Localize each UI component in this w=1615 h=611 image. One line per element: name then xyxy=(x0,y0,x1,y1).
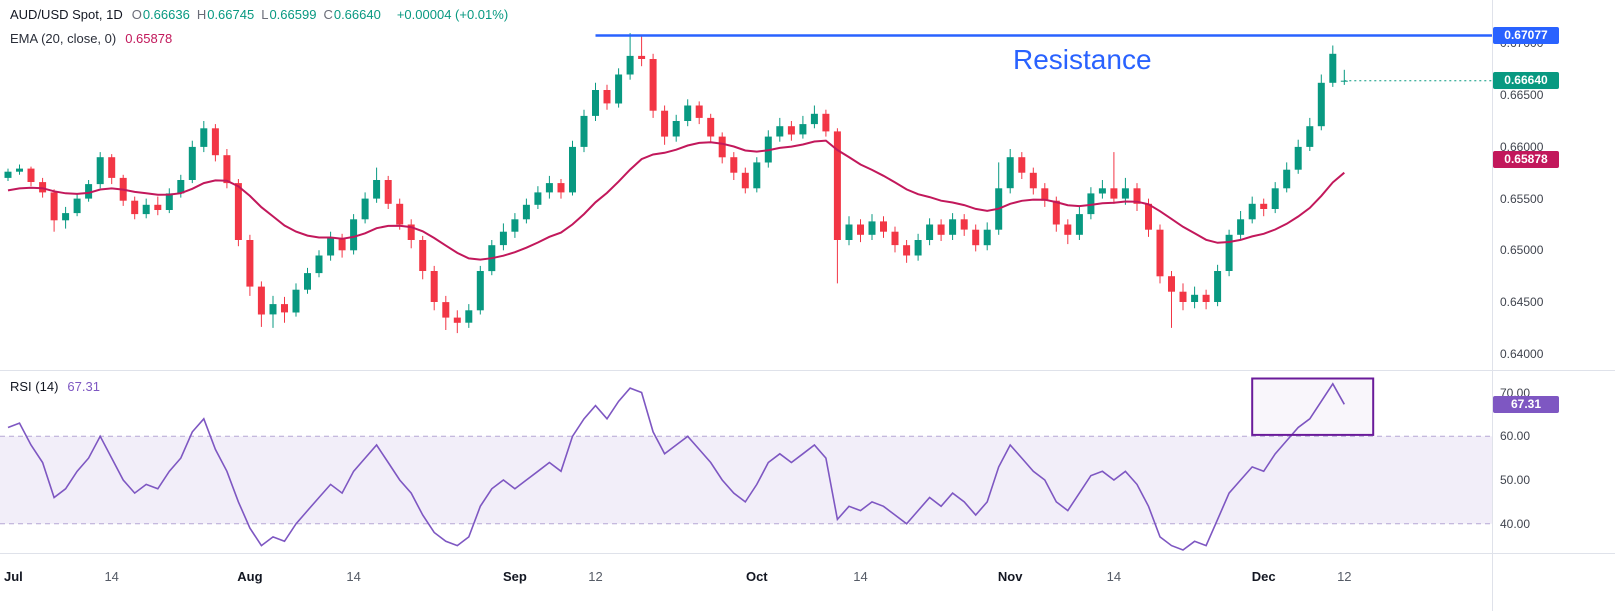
ohlc-letter: C xyxy=(323,7,333,22)
time-axis-label: Aug xyxy=(237,569,263,584)
time-axis-label: 12 xyxy=(588,569,603,584)
time-axis-label: Jul xyxy=(4,569,23,584)
ema-value: 0.65878 xyxy=(125,31,173,46)
time-axis-label: Sep xyxy=(502,569,527,584)
ema-line[interactable] xyxy=(7,139,1345,261)
ohlc-number: 0.66640 xyxy=(333,7,381,22)
ohlc-letter: O xyxy=(131,7,142,22)
ohlc-values: O0.66636 H0.66745 L0.66599 C0.66640 xyxy=(132,7,388,22)
time-axis[interactable]: Jul 14 Aug 14 Sep 12 Oct 14 Nov 14 Dec 12 xyxy=(0,553,1492,611)
price-axis-label: 0.64000 xyxy=(1500,346,1544,361)
last-price-badge: 0.66640 xyxy=(1493,72,1559,90)
time-axis-label: Nov xyxy=(997,569,1023,584)
ohlc-number: 0.66745 xyxy=(207,7,255,22)
ohlc-number: 0.66599 xyxy=(269,7,317,22)
symbol-title: AUD/USD Spot, 1D xyxy=(10,7,123,22)
resistance-price-badge: 0.67077 xyxy=(1493,26,1559,44)
rsi-axis-label: 50.00 xyxy=(1500,473,1531,487)
time-axis-label: 14 xyxy=(346,569,361,584)
price-axis-label: 0.65000 xyxy=(1500,243,1544,258)
ohlc-letter: H xyxy=(196,7,207,22)
price-axis[interactable]: 0.670000.665000.660000.655000.650000.645… xyxy=(1492,0,1615,611)
time-axis-label: 14 xyxy=(104,569,119,584)
rsi-axis-label: 40.00 xyxy=(1500,516,1531,531)
rsi-value: 67.31 xyxy=(67,379,100,394)
rsi-legend: RSI (14) 67.31 xyxy=(10,379,100,394)
time-axis-label: 14 xyxy=(1106,569,1122,584)
ema-label: EMA (20, close, 0) xyxy=(10,31,117,46)
time-axis-label: 12 xyxy=(1337,569,1352,584)
rsi-line[interactable] xyxy=(7,382,1345,551)
rsi-axis-label: 60.00 xyxy=(1500,429,1531,444)
time-axis-label: 14 xyxy=(853,569,868,584)
ohlc-number: 0.66636 xyxy=(142,7,190,22)
ohlc-letter: L xyxy=(261,7,269,22)
price-axis-label: 0.66500 xyxy=(1500,88,1544,103)
time-axis-label: Dec xyxy=(1251,569,1276,584)
rsi-band xyxy=(0,436,1492,524)
price-axis-label: 0.65500 xyxy=(1500,191,1544,206)
rsi-label: RSI (14) xyxy=(10,379,59,394)
price-axis-label: 0.66000 xyxy=(1500,139,1544,154)
time-axis-label: Oct xyxy=(745,569,768,584)
price-change: +0.00004 (+0.01%) xyxy=(396,7,509,22)
price-axis-label: 0.64500 xyxy=(1500,295,1544,310)
resistance-annotation-label[interactable]: Resistance xyxy=(1013,44,1152,75)
ema-legend: EMA (20, close, 0) 0.65878 xyxy=(10,31,172,46)
rsi-value-badge: 67.31 xyxy=(1493,395,1559,413)
ema-price-badge: 0.65878 xyxy=(1493,151,1559,169)
rsi-annotation-box[interactable] xyxy=(1251,377,1375,436)
symbol-legend: AUD/USD Spot, 1D O0.66636 H0.66745 L0.6659… xyxy=(10,7,508,22)
